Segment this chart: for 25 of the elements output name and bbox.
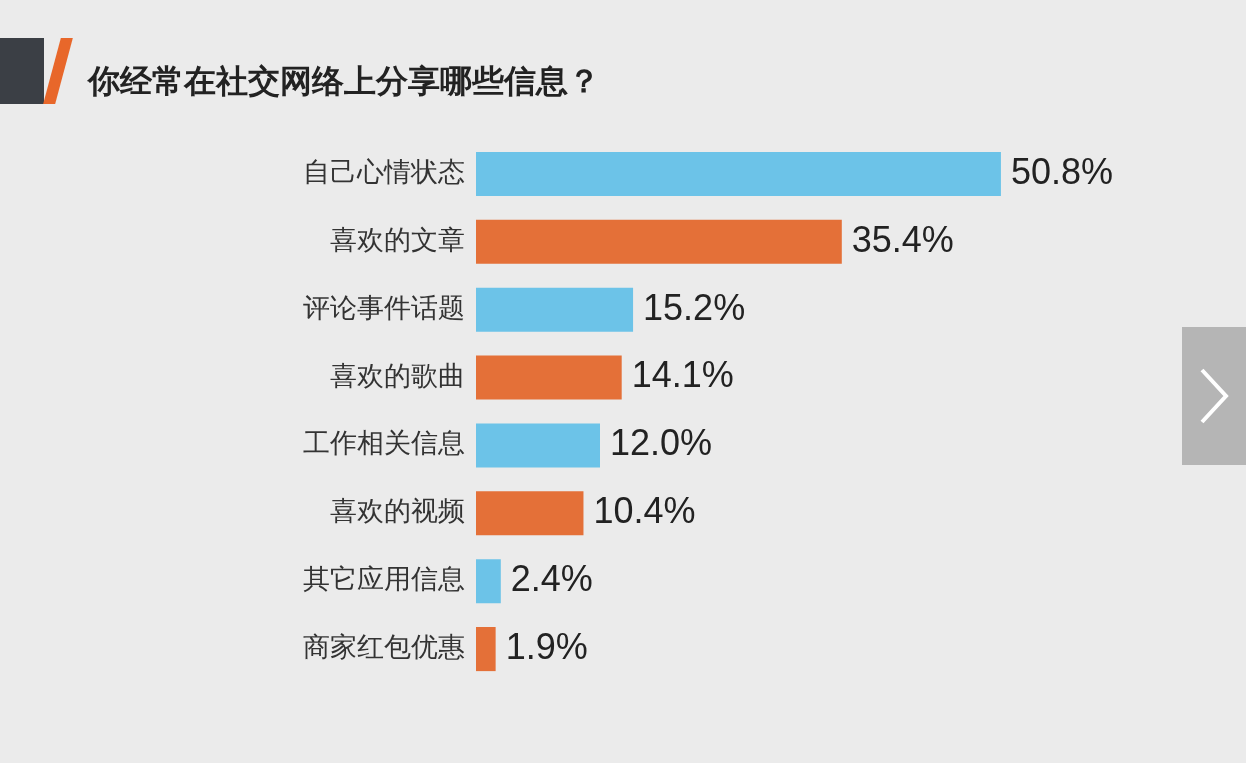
bar xyxy=(476,423,600,468)
data-label: 10.4% xyxy=(593,490,696,532)
bar xyxy=(476,559,501,604)
y-tick-label: 其它应用信息 xyxy=(303,563,465,595)
y-tick-label: 评论事件话题 xyxy=(303,291,465,323)
bar xyxy=(476,491,584,536)
y-tick-label: 喜欢的视频 xyxy=(330,495,465,527)
data-label: 12.0% xyxy=(610,422,713,464)
y-tick-label: 工作相关信息 xyxy=(303,427,465,459)
y-tick-label: 喜欢的歌曲 xyxy=(330,359,465,391)
chart-title: 你经常在社交网络上分享哪些信息？ xyxy=(88,61,600,102)
bar xyxy=(476,355,622,400)
data-label: 15.2% xyxy=(643,286,746,328)
data-label: 2.4% xyxy=(510,558,593,600)
data-label: 35.4% xyxy=(851,218,954,260)
data-label: 50.8% xyxy=(1010,150,1114,192)
y-tick-label: 喜欢的文章 xyxy=(330,223,465,255)
bar xyxy=(476,219,842,264)
y-tick-label: 商家红包优惠 xyxy=(303,631,465,663)
bar xyxy=(476,151,1001,196)
bar xyxy=(476,287,634,332)
y-tick-label: 自己心情状态 xyxy=(303,155,465,187)
data-label: 1.9% xyxy=(505,625,588,667)
data-label: 14.1% xyxy=(631,354,734,396)
bar xyxy=(476,627,496,672)
